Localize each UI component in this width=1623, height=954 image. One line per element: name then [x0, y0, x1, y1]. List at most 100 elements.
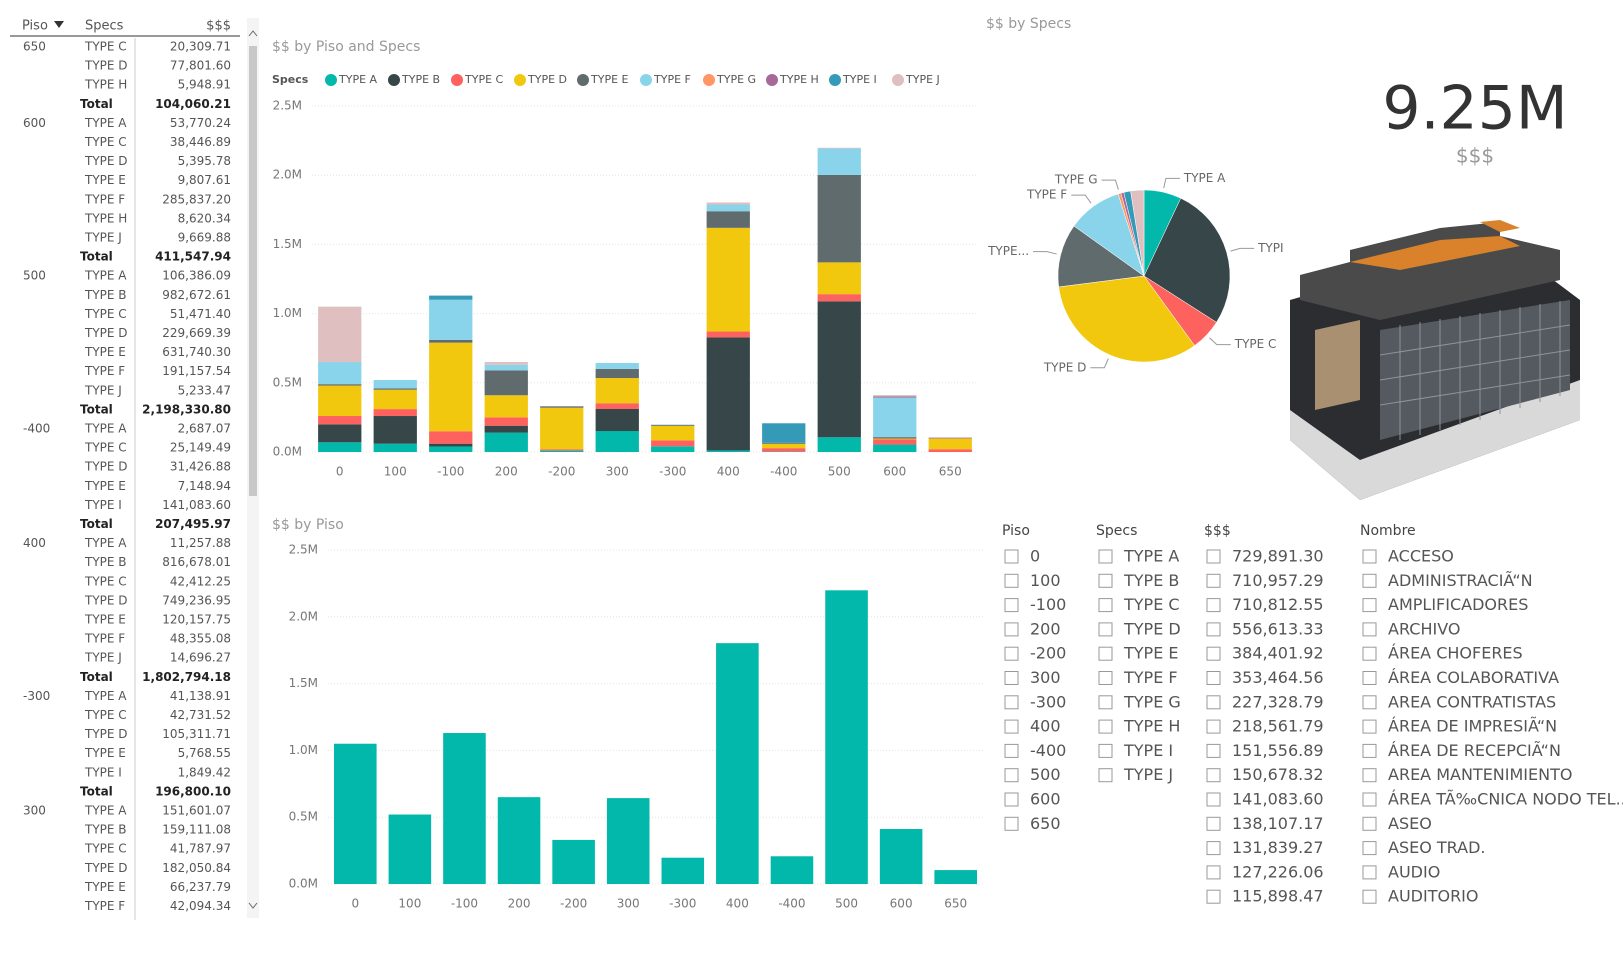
legend-label[interactable]: TYPE E [590, 73, 629, 86]
slicer-item[interactable]: ÁREA DE IMPRESIÃ“N [1388, 717, 1557, 736]
slicer-item[interactable]: 400 [1030, 717, 1061, 736]
slicer-item[interactable]: 650 [1030, 814, 1061, 833]
checkbox[interactable] [1362, 792, 1377, 807]
slicer-item[interactable]: 0 [1030, 547, 1040, 566]
checkbox[interactable] [1362, 549, 1377, 564]
legend-marker[interactable] [703, 74, 715, 86]
slicer-item[interactable]: TYPE E [1123, 644, 1179, 663]
slicer-item[interactable]: 150,678.32 [1232, 765, 1324, 784]
checkbox[interactable] [1206, 719, 1221, 734]
checkbox[interactable] [1004, 743, 1019, 758]
checkbox[interactable] [1098, 549, 1113, 564]
checkbox[interactable] [1206, 889, 1221, 904]
slicer-item[interactable]: TYPE H [1123, 717, 1180, 736]
slicer-item[interactable]: 200 [1030, 619, 1061, 638]
legend-marker[interactable] [388, 74, 400, 86]
checkbox[interactable] [1206, 768, 1221, 783]
pie-slice[interactable] [1057, 225, 1145, 288]
slicer-item[interactable]: 600 [1030, 790, 1061, 809]
slicer-item[interactable]: 100 [1030, 571, 1061, 590]
checkbox[interactable] [1206, 671, 1221, 685]
legend-label[interactable]: TYPE G [716, 73, 756, 86]
slicer-item[interactable]: 138,107.17 [1232, 814, 1324, 833]
slicer-item[interactable]: AREA MANTENIMIENTO [1388, 765, 1572, 784]
slicer-item[interactable]: AUDIO [1388, 862, 1440, 881]
slicer-item[interactable]: 131,839.27 [1232, 838, 1324, 857]
checkbox[interactable] [1004, 598, 1019, 613]
legend-marker[interactable] [892, 74, 904, 86]
slicer-item[interactable]: TYPE B [1123, 571, 1179, 590]
checkbox[interactable] [1098, 768, 1113, 783]
slicer-item[interactable]: ACCESO [1388, 547, 1454, 566]
checkbox[interactable] [1362, 816, 1377, 831]
checkbox[interactable] [1004, 622, 1019, 637]
table-header[interactable]: $$$ [206, 19, 231, 34]
slicer-item[interactable]: TYPE F [1123, 668, 1178, 687]
slicer-item[interactable]: -100 [1030, 595, 1066, 614]
checkbox[interactable] [1362, 768, 1377, 783]
scroll-up[interactable] [248, 30, 258, 37]
checkbox[interactable] [1362, 743, 1377, 758]
slicer-item[interactable]: AREA CONTRATISTAS [1388, 692, 1556, 711]
slicer-item[interactable]: ÁREA COLABORATIVA [1388, 668, 1559, 687]
slicer-item[interactable]: TYPE G [1123, 692, 1181, 711]
checkbox[interactable] [1206, 865, 1221, 880]
checkbox[interactable] [1206, 598, 1221, 613]
checkbox[interactable] [1206, 646, 1221, 661]
checkbox[interactable] [1098, 671, 1113, 685]
checkbox[interactable] [1098, 743, 1113, 758]
checkbox[interactable] [1004, 646, 1019, 661]
checkbox[interactable] [1206, 695, 1221, 710]
slicer-item[interactable]: 141,083.60 [1232, 790, 1324, 809]
checkbox[interactable] [1362, 573, 1377, 588]
checkbox[interactable] [1362, 841, 1377, 856]
slicer-item[interactable]: TYPE C [1123, 595, 1180, 614]
slicer-item[interactable]: AMPLIFICADORES [1388, 595, 1528, 614]
legend-label[interactable]: TYPE D [527, 73, 567, 86]
table-header[interactable]: Specs [85, 19, 124, 34]
slicer-item[interactable]: AUDITORIO [1388, 887, 1479, 906]
checkbox[interactable] [1004, 816, 1019, 831]
checkbox[interactable] [1206, 841, 1221, 856]
legend-label[interactable]: TYPE I [842, 73, 877, 86]
checkbox[interactable] [1004, 768, 1019, 783]
legend-marker[interactable] [829, 74, 841, 86]
legend-label[interactable]: TYPE B [401, 73, 440, 86]
sort-arrow[interactable] [54, 21, 64, 28]
slicer-item[interactable]: 710,957.29 [1232, 571, 1324, 590]
checkbox[interactable] [1362, 865, 1377, 880]
slicer-item[interactable]: ÁREA CHOFERES [1388, 644, 1523, 663]
slicer-item[interactable]: TYPE A [1123, 547, 1179, 566]
slicer-item[interactable]: ÁREA TÃ‰CNICA NODO TEL... [1388, 790, 1623, 809]
checkbox[interactable] [1362, 622, 1377, 637]
checkbox[interactable] [1004, 719, 1019, 734]
checkbox[interactable] [1004, 792, 1019, 807]
pie-slice[interactable] [1143, 197, 1231, 323]
slicer-item[interactable]: 710,812.55 [1232, 595, 1324, 614]
slicer-item[interactable]: 500 [1030, 765, 1061, 784]
legend-marker[interactable] [766, 74, 778, 86]
legend-label[interactable]: TYPE J [905, 73, 940, 86]
slicer-item[interactable]: 384,401.92 [1232, 644, 1324, 663]
legend-label[interactable]: TYPE A [338, 73, 378, 86]
pie-slice[interactable] [1130, 189, 1145, 277]
slicer-item[interactable]: TYPE I [1123, 741, 1173, 760]
slicer-item[interactable]: TYPE D [1123, 619, 1181, 638]
checkbox[interactable] [1004, 549, 1019, 564]
checkbox[interactable] [1206, 816, 1221, 831]
checkbox[interactable] [1206, 743, 1221, 758]
checkbox[interactable] [1362, 695, 1377, 710]
pie-slice[interactable] [1058, 275, 1195, 363]
checkbox[interactable] [1362, 671, 1377, 685]
checkbox[interactable] [1362, 646, 1377, 661]
table-header[interactable]: Piso [22, 19, 48, 34]
checkbox[interactable] [1206, 549, 1221, 564]
checkbox[interactable] [1362, 719, 1377, 734]
checkbox[interactable] [1004, 573, 1019, 588]
checkbox[interactable] [1098, 646, 1113, 661]
slicer-item[interactable]: -200 [1030, 644, 1066, 663]
legend-marker[interactable] [514, 74, 526, 86]
slicer-item[interactable]: TYPE J [1123, 765, 1173, 784]
slicer-item[interactable]: -400 [1030, 741, 1066, 760]
checkbox[interactable] [1362, 889, 1377, 904]
